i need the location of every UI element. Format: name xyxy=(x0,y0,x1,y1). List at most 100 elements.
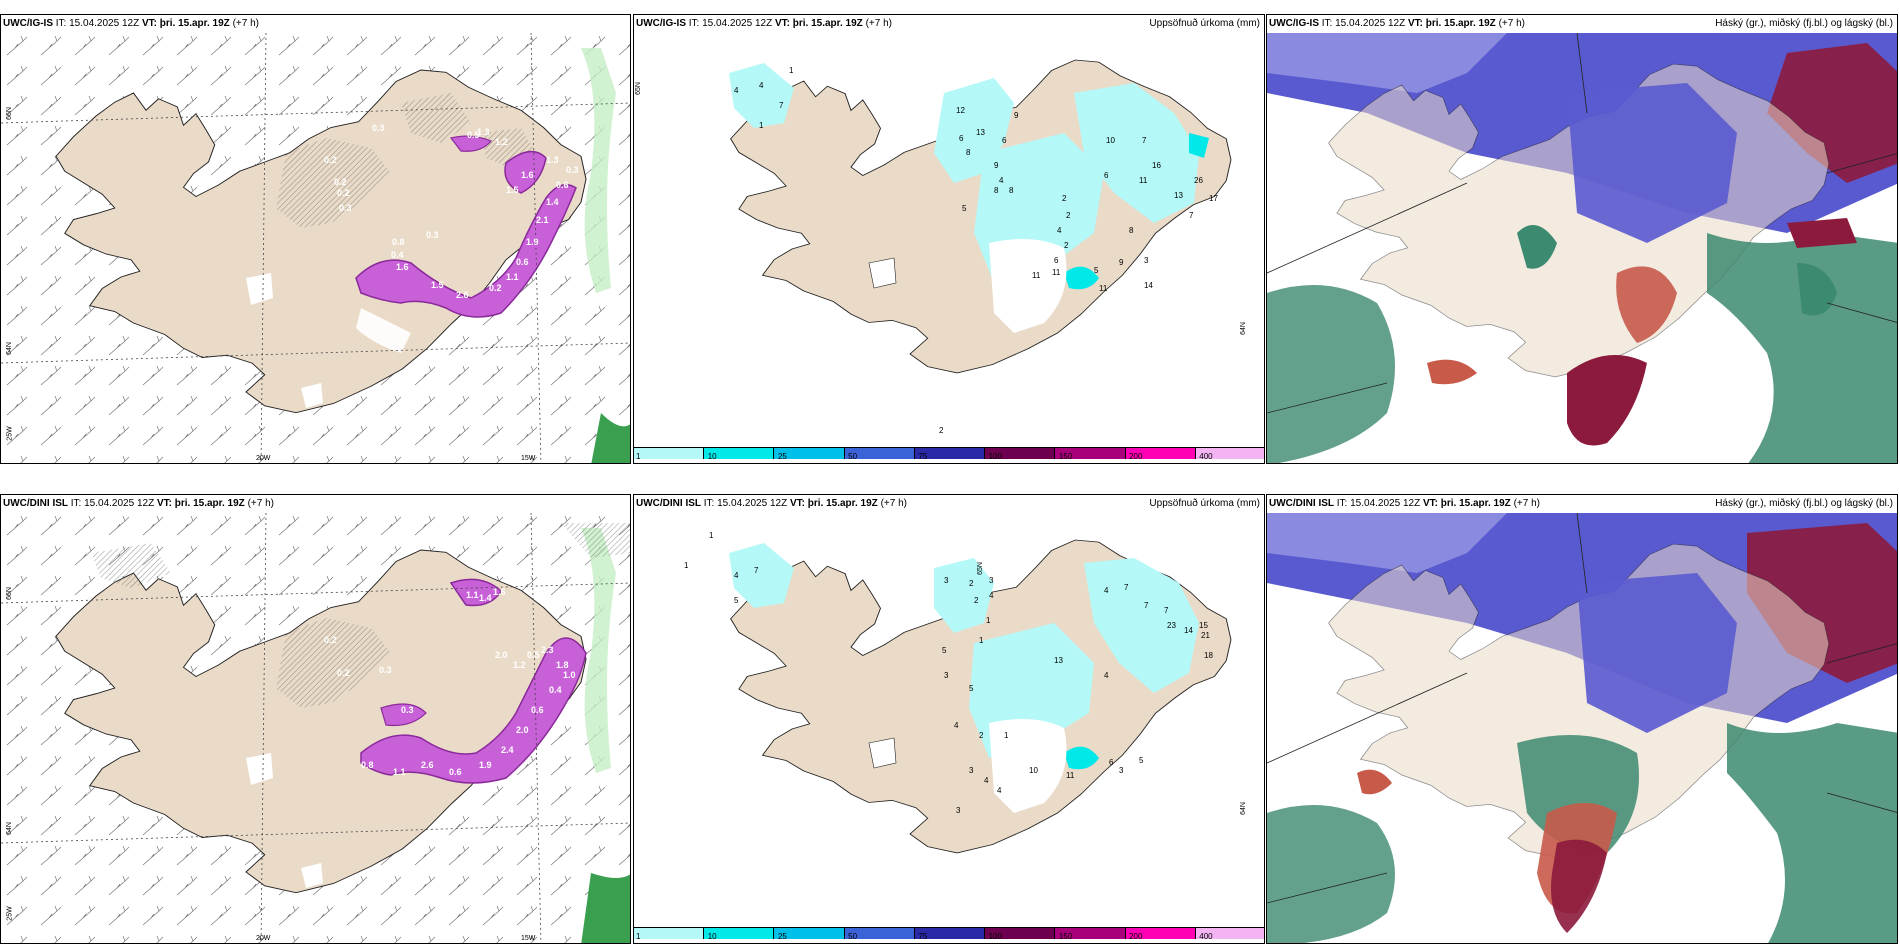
legend-swatch xyxy=(634,928,705,939)
legend-swatch xyxy=(844,928,915,939)
map-value-label: 0.3 xyxy=(566,165,579,175)
map-value-label: 1.6 xyxy=(521,170,534,180)
map-value-label: 4 xyxy=(1057,226,1062,235)
map-value-label: 1.6 xyxy=(493,587,506,597)
lat-label-66: 66N xyxy=(5,107,13,120)
cloud-title: Háský (gr.), miðský (fj.bl.) og lágský (… xyxy=(1715,498,1893,509)
legend-swatch xyxy=(1195,448,1264,459)
legend-tick-label: 75 xyxy=(918,452,928,461)
legend-swatch xyxy=(1055,448,1126,459)
map-value-label: 6 xyxy=(1109,758,1114,767)
legend-swatch xyxy=(985,928,1056,939)
legend-tick-label: 25 xyxy=(777,452,787,461)
map-value-label: 11 xyxy=(1139,176,1148,185)
map-value-label: 8 xyxy=(966,148,971,157)
cloud-map-panel-row2: UWC/DINI ISL IT: 15.04.2025 12Z VT: þri.… xyxy=(1266,494,1898,944)
map-value-label: 9 xyxy=(1119,258,1124,267)
map-value-label: 11 xyxy=(1052,268,1061,277)
map-value-label: 1.0 xyxy=(563,670,576,680)
map-value-label: 6 xyxy=(1054,256,1059,265)
map-value-label: 0.2 xyxy=(489,283,502,293)
map-value-label: 1.4 xyxy=(546,197,559,207)
map-value-label: 0.2 xyxy=(334,177,347,187)
map-value-label: 1.9 xyxy=(479,760,492,770)
precip-map-panel-row1: UWC/IG-IS IT: 15.04.2025 12Z VT: þri. 15… xyxy=(633,14,1265,464)
map-value-label: 0.4 xyxy=(549,685,562,695)
map-value-label: 1.1 xyxy=(506,272,519,282)
map-value-label: 3 xyxy=(956,806,961,815)
precip-legend xyxy=(634,927,1264,943)
map-value-label: 15 xyxy=(1199,621,1208,630)
legend-swatch xyxy=(1195,928,1264,939)
legend-swatch xyxy=(774,928,845,939)
map-value-label: 4 xyxy=(1104,671,1109,680)
lon-label-25: 25W xyxy=(6,906,14,921)
map-value-label: 1.5 xyxy=(506,185,519,195)
map-value-label: 9 xyxy=(1014,111,1019,120)
legend-swatch xyxy=(704,448,775,459)
map-value-label: 0.2 xyxy=(337,188,350,198)
map-value-label: 1.2 xyxy=(513,660,526,670)
map-value-label: 1.2 xyxy=(495,137,508,147)
wind-map-panel-row2: UWC/DINI ISL IT: 15.04.2025 12Z VT: þri.… xyxy=(0,494,631,944)
map-value-label: 0.3 xyxy=(379,665,392,675)
legend-tick-label: 1 xyxy=(636,452,641,461)
map-value-label: 0.6 xyxy=(531,705,544,715)
legend-swatch xyxy=(914,928,986,939)
legend-swatch xyxy=(1125,928,1196,939)
map-value-label: 1 xyxy=(789,66,794,75)
panel-header: UWC/IG-IS IT: 15.04.2025 12Z VT: þri. 15… xyxy=(3,18,259,29)
legend-swatch xyxy=(985,448,1056,459)
map-value-label: 0.5 xyxy=(467,130,480,140)
legend-tick-label: 200 xyxy=(1129,932,1143,941)
lat-label-66: 66N xyxy=(5,587,13,600)
legend-swatch xyxy=(774,448,845,459)
map-value-label: 1.1 xyxy=(466,590,479,600)
map-value-label: 1.3 xyxy=(477,127,490,137)
map-value-label: 7 xyxy=(779,101,784,110)
legend-tick-label: 400 xyxy=(1199,452,1213,461)
legend-tick-label: 150 xyxy=(1058,452,1073,461)
legend-tick-label: 100 xyxy=(988,932,1002,941)
map-value-label: 0.8 xyxy=(361,760,374,770)
map-value-label: 2.6 xyxy=(456,290,469,300)
panel-header: UWC/IG-IS IT: 15.04.2025 12Z VT: þri. 15… xyxy=(636,18,892,29)
map-value-label: 1 xyxy=(709,531,714,540)
map-value-label: 5 xyxy=(734,596,739,605)
precip-map-panel-row2: UWC/DINI ISL IT: 15.04.2025 12Z VT: þri.… xyxy=(633,494,1265,944)
map-value-label: 13 xyxy=(1054,656,1063,665)
precip-legend-ticks: 1 10 25 50 75 100 150 200 400 xyxy=(634,932,1264,942)
map-value-label: 2 xyxy=(1064,241,1069,250)
map-value-label: 12 xyxy=(956,106,965,115)
map-value-label: 3 xyxy=(944,576,949,585)
panel-header: UWC/DINI ISL IT: 15.04.2025 12Z VT: þri.… xyxy=(3,498,274,509)
wind-barb-map: 0.20.20.30.30.51.31.20.20.80.31.61.52.60… xyxy=(1,33,630,463)
precip-title: Uppsöfnuð úrkoma (mm) xyxy=(1149,18,1260,29)
legend-swatch xyxy=(1055,928,1126,939)
map-value-label: 13 xyxy=(1174,191,1183,200)
map-value-label: 1 xyxy=(986,616,991,625)
map-value-label: 2 xyxy=(974,596,979,605)
map-value-label: 5 xyxy=(969,684,974,693)
map-value-label: 1 xyxy=(684,561,689,570)
legend-tick-label: 25 xyxy=(777,932,787,941)
lon-label-15: 15W xyxy=(521,455,536,462)
map-value-label: 1.9 xyxy=(526,237,539,247)
legend-tick-label: 1 xyxy=(636,932,641,941)
map-value-label: 1 xyxy=(759,121,764,130)
map-value-label: 2 xyxy=(969,579,974,588)
map-value-label: 4 xyxy=(734,571,739,580)
map-value-label: 4 xyxy=(997,786,1002,795)
map-value-label: 2 xyxy=(979,731,984,740)
panel-header: UWC/IG-IS IT: 15.04.2025 12Z VT: þri. 15… xyxy=(1269,18,1525,29)
lat-label-64: 64N xyxy=(5,342,13,355)
map-value-label: 0.3 xyxy=(426,230,439,240)
map-value-label: 13 xyxy=(976,128,985,137)
lon-label-15: 15W xyxy=(521,935,536,942)
legend-tick-label: 200 xyxy=(1129,452,1143,461)
map-value-label: 4 xyxy=(1104,586,1109,595)
map-value-label: 5 xyxy=(1139,756,1144,765)
map-value-label: 11 xyxy=(1099,284,1108,293)
